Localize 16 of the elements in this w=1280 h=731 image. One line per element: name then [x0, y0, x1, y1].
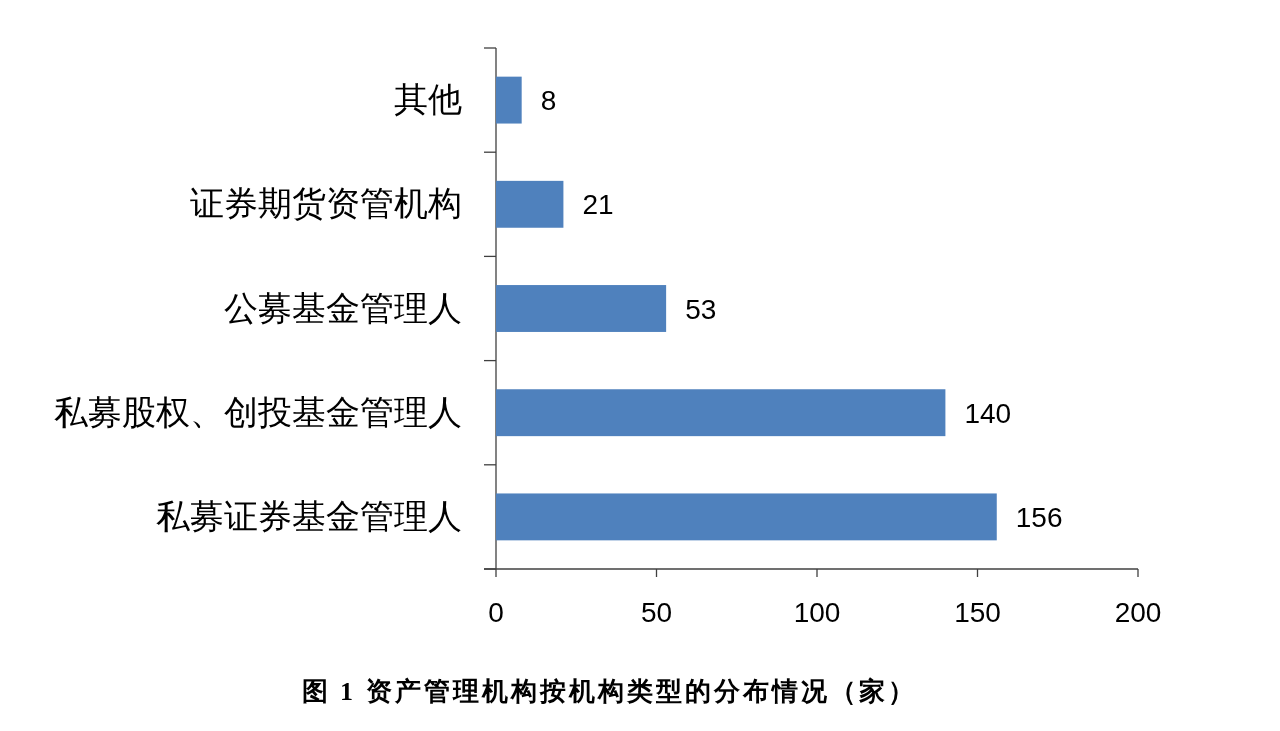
- data-label: 8: [540, 85, 557, 117]
- data-label: 21: [582, 189, 614, 221]
- category-label: 其他: [394, 80, 462, 119]
- x-tick-label: 200: [1114, 597, 1162, 628]
- x-tick-label: 100: [793, 597, 841, 628]
- title: 图 1 资产管理机构按机构类型的分布情况（家）: [301, 677, 917, 706]
- category-label: 私募股权、创投基金管理人: [54, 392, 462, 431]
- x-tick-label: 0: [488, 597, 504, 628]
- x-tick-label: 150: [954, 597, 1001, 628]
- category-label: 证券期货资管机构: [190, 184, 462, 223]
- data-label: 140: [964, 397, 1012, 429]
- category-label: 公募基金管理人: [224, 288, 462, 327]
- data-label: 53: [685, 293, 717, 325]
- x-tick-label: 50: [640, 597, 673, 628]
- data-label: 156: [1015, 501, 1063, 533]
- category-label: 私募证券基金管理人: [156, 496, 462, 535]
